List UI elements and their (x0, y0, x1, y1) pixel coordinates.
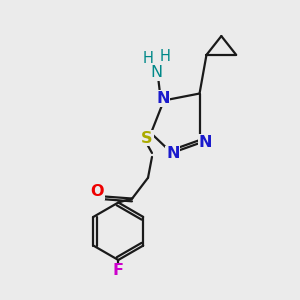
Text: O: O (91, 184, 104, 199)
Text: S: S (141, 130, 153, 146)
Text: H: H (142, 51, 154, 66)
Text: N: N (166, 146, 179, 161)
Text: N: N (150, 65, 162, 80)
Text: N: N (199, 135, 212, 150)
Text: F: F (113, 263, 124, 278)
Text: H: H (159, 50, 170, 64)
Text: N: N (156, 91, 169, 106)
